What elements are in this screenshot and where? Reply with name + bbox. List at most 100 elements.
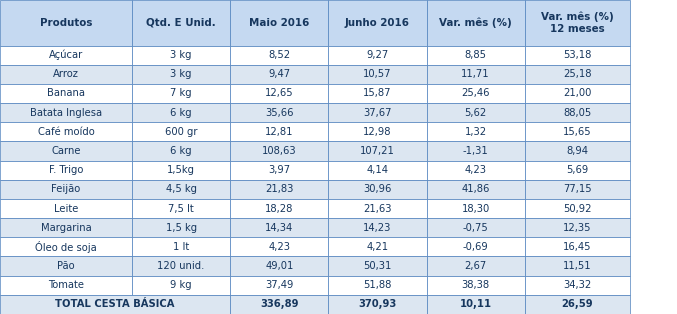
Bar [0, 46, 132, 65]
Text: 7 kg: 7 kg [171, 89, 192, 99]
Text: 25,18: 25,18 [563, 69, 592, 79]
Bar [525, 141, 630, 160]
Bar [328, 276, 427, 295]
Text: 108,63: 108,63 [262, 146, 297, 156]
Text: 4,14: 4,14 [366, 165, 389, 175]
Text: 336,89: 336,89 [260, 300, 299, 309]
Text: 37,49: 37,49 [265, 280, 293, 290]
Bar [525, 237, 630, 257]
Text: Produtos: Produtos [40, 18, 92, 28]
Bar [230, 180, 328, 199]
Bar [427, 160, 525, 180]
Bar [525, 0, 630, 46]
Text: 30,96: 30,96 [364, 184, 391, 194]
Text: 26,59: 26,59 [561, 300, 593, 309]
Text: 1,32: 1,32 [464, 127, 487, 137]
Bar [230, 218, 328, 237]
Bar [328, 199, 427, 218]
Text: Carne: Carne [51, 146, 81, 156]
Text: 8,52: 8,52 [268, 50, 290, 60]
Text: 1 lt: 1 lt [173, 242, 190, 252]
Text: -0,75: -0,75 [462, 223, 489, 233]
Bar [0, 295, 230, 314]
Text: 51,88: 51,88 [364, 280, 391, 290]
Bar [525, 180, 630, 199]
Bar [427, 257, 525, 276]
Text: 50,31: 50,31 [364, 261, 391, 271]
Text: 34,32: 34,32 [563, 280, 591, 290]
Bar [525, 122, 630, 141]
Text: 4,23: 4,23 [268, 242, 290, 252]
Text: 5,62: 5,62 [464, 108, 487, 118]
Bar [525, 160, 630, 180]
Bar [328, 0, 427, 46]
Text: Pão: Pão [57, 261, 75, 271]
Bar [0, 276, 132, 295]
Bar [132, 237, 230, 257]
Text: 7,5 lt: 7,5 lt [168, 203, 194, 214]
Text: Junho 2016: Junho 2016 [345, 18, 410, 28]
Text: F. Trigo: F. Trigo [49, 165, 83, 175]
Bar [525, 276, 630, 295]
Text: 18,28: 18,28 [265, 203, 293, 214]
Text: Leite: Leite [53, 203, 79, 214]
Text: 1,5 kg: 1,5 kg [166, 223, 196, 233]
Text: TOTAL CESTA BÁSICA: TOTAL CESTA BÁSICA [56, 300, 175, 309]
Text: 120 unid.: 120 unid. [158, 261, 204, 271]
Text: 3 kg: 3 kg [171, 69, 192, 79]
Bar [427, 237, 525, 257]
Bar [328, 180, 427, 199]
Text: 53,18: 53,18 [563, 50, 591, 60]
Bar [132, 103, 230, 122]
Bar [427, 276, 525, 295]
Bar [525, 257, 630, 276]
Text: -1,31: -1,31 [462, 146, 489, 156]
Bar [0, 65, 132, 84]
Text: Qtd. E Unid.: Qtd. E Unid. [146, 18, 216, 28]
Text: 18,30: 18,30 [462, 203, 489, 214]
Bar [0, 218, 132, 237]
Text: 21,63: 21,63 [363, 203, 392, 214]
Text: 11,71: 11,71 [461, 69, 490, 79]
Bar [230, 0, 328, 46]
Bar [0, 0, 132, 46]
Bar [132, 84, 230, 103]
Bar [0, 122, 132, 141]
Text: 35,66: 35,66 [265, 108, 294, 118]
Bar [328, 237, 427, 257]
Bar [0, 84, 132, 103]
Text: 15,87: 15,87 [363, 89, 392, 99]
Text: 6 kg: 6 kg [171, 146, 192, 156]
Bar [328, 46, 427, 65]
Bar [427, 46, 525, 65]
Text: Batata Inglesa: Batata Inglesa [30, 108, 102, 118]
Bar [132, 257, 230, 276]
Bar [525, 103, 630, 122]
Bar [0, 160, 132, 180]
Text: 4,5 kg: 4,5 kg [166, 184, 196, 194]
Bar [0, 103, 132, 122]
Text: 1,5kg: 1,5kg [167, 165, 195, 175]
Bar [132, 141, 230, 160]
Text: 9,27: 9,27 [366, 50, 389, 60]
Bar [0, 237, 132, 257]
Text: 50,92: 50,92 [563, 203, 592, 214]
Text: Café moído: Café moído [38, 127, 94, 137]
Bar [525, 295, 630, 314]
Text: 9 kg: 9 kg [171, 280, 192, 290]
Bar [132, 160, 230, 180]
Text: 49,01: 49,01 [265, 261, 293, 271]
Bar [230, 276, 328, 295]
Bar [427, 180, 525, 199]
Bar [427, 122, 525, 141]
Bar [0, 141, 132, 160]
Bar [328, 84, 427, 103]
Text: Óleo de soja: Óleo de soja [35, 241, 97, 253]
Bar [230, 65, 328, 84]
Bar [525, 84, 630, 103]
Bar [230, 103, 328, 122]
Bar [230, 295, 328, 314]
Bar [427, 199, 525, 218]
Bar [427, 84, 525, 103]
Bar [230, 237, 328, 257]
